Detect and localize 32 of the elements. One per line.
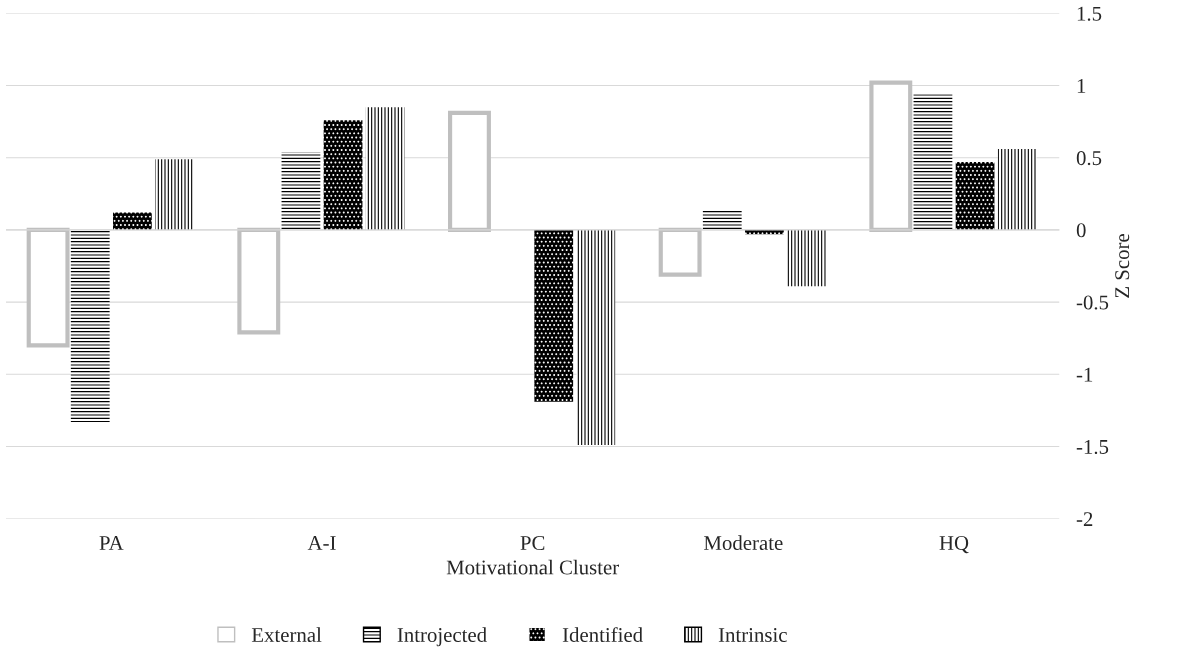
- bar: [70, 229, 110, 422]
- y-tick-label: -2: [1076, 512, 1093, 526]
- y-axis-title: Z Score: [1115, 234, 1130, 298]
- x-axis-title: Motivational Cluster: [446, 559, 619, 575]
- y-tick-label: -0.5: [1076, 295, 1109, 310]
- legend-label: Introjected: [397, 627, 487, 647]
- x-tick-label: A-I: [307, 536, 336, 550]
- bar: [323, 120, 363, 230]
- x-tick-label: Moderate: [704, 535, 783, 551]
- y-tick-label: 0.5: [1076, 151, 1102, 166]
- legend-label: External: [251, 627, 322, 643]
- bar: [913, 94, 953, 230]
- bar: [787, 229, 826, 287]
- legend-label: Identified: [562, 627, 643, 643]
- y-tick-label: -1: [1076, 367, 1093, 382]
- bar: [113, 212, 152, 230]
- bar: [702, 209, 742, 230]
- bar: [576, 229, 616, 446]
- bar: [955, 162, 995, 230]
- y-tick-label: 0: [1076, 223, 1086, 238]
- y-tick-label: 1.5: [1077, 6, 1102, 21]
- bar: [281, 151, 321, 230]
- x-tick-label: PC: [520, 536, 545, 551]
- bar: [365, 107, 405, 230]
- legend-label: Intrinsic: [718, 628, 787, 643]
- x-tick-label: PA: [99, 536, 124, 550]
- x-tick-label: HQ: [939, 536, 969, 554]
- bar: [534, 229, 574, 402]
- bar: [155, 159, 194, 230]
- y-tick-label: 1: [1077, 78, 1086, 93]
- bar: [997, 149, 1037, 230]
- y-tick-label: -1.5: [1076, 439, 1109, 455]
